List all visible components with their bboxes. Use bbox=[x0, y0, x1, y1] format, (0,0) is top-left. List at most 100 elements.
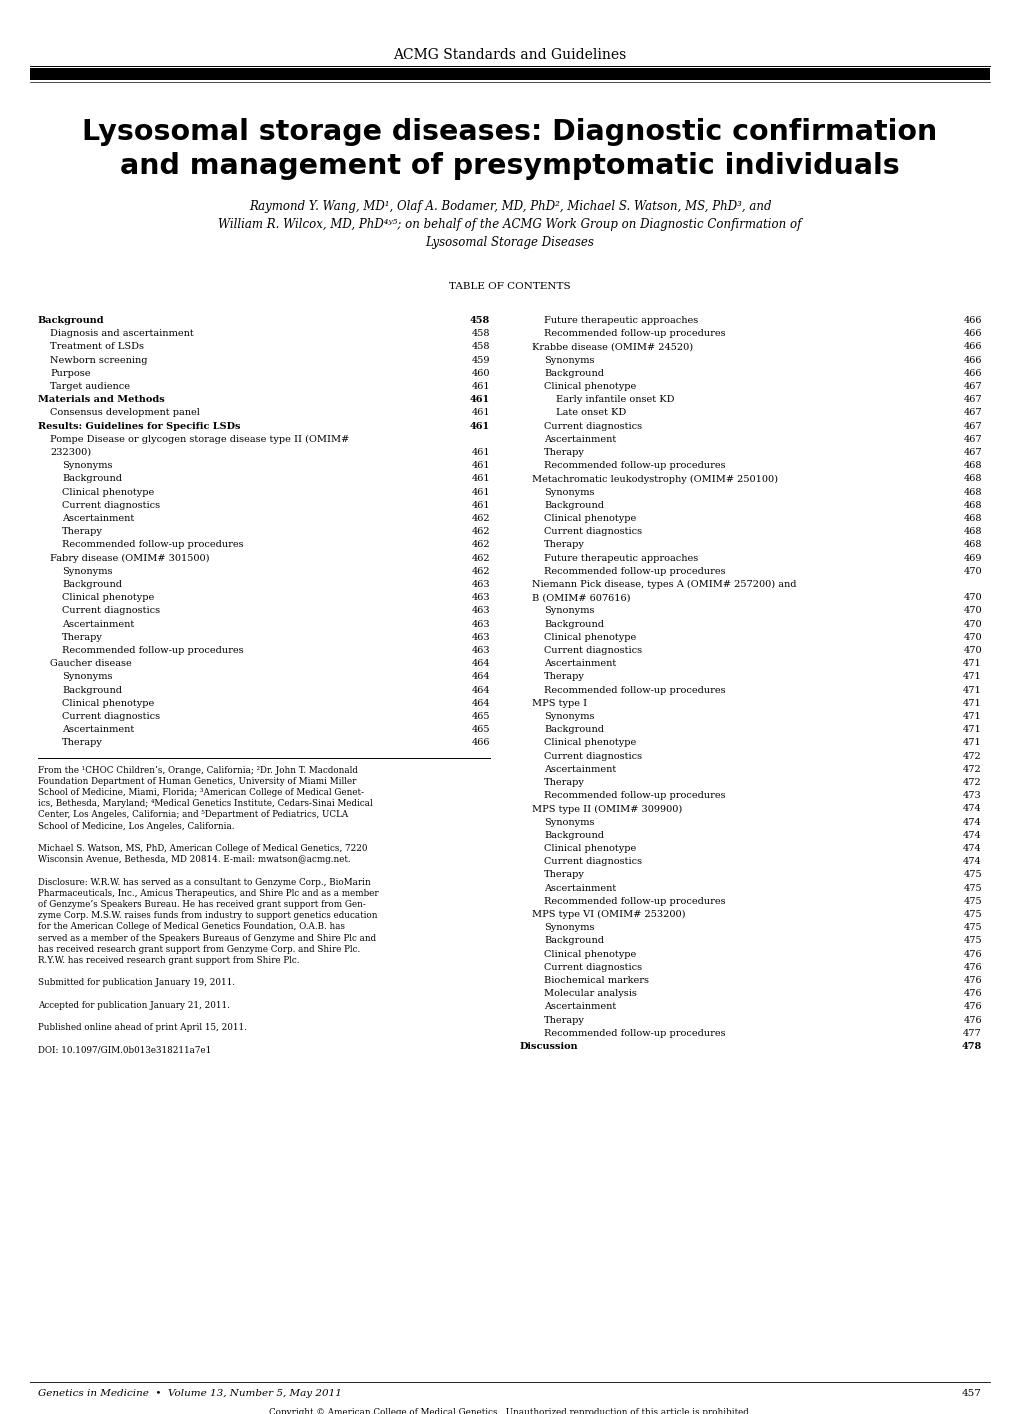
Text: 470: 470 bbox=[962, 633, 981, 642]
Text: 463: 463 bbox=[471, 633, 489, 642]
Text: Background: Background bbox=[543, 369, 603, 378]
Text: Center, Los Angeles, California; and ⁵Department of Pediatrics, UCLA: Center, Los Angeles, California; and ⁵De… bbox=[38, 810, 347, 819]
Text: 461: 461 bbox=[471, 488, 489, 496]
Text: 475: 475 bbox=[962, 923, 981, 932]
Text: 473: 473 bbox=[962, 792, 981, 800]
Text: Pharmaceuticals, Inc., Amicus Therapeutics, and Shire Plc and as a member: Pharmaceuticals, Inc., Amicus Therapeuti… bbox=[38, 889, 378, 898]
Text: Current diagnostics: Current diagnostics bbox=[62, 713, 163, 721]
Text: 472: 472 bbox=[962, 778, 981, 788]
Text: 472: 472 bbox=[962, 752, 981, 761]
Text: 462: 462 bbox=[471, 567, 489, 575]
Text: Lysosomal Storage Diseases: Lysosomal Storage Diseases bbox=[425, 236, 594, 249]
Text: 468: 468 bbox=[963, 540, 981, 550]
Text: 467: 467 bbox=[962, 434, 981, 444]
Text: 462: 462 bbox=[471, 540, 489, 550]
Text: 463: 463 bbox=[471, 580, 489, 590]
Text: 471: 471 bbox=[962, 713, 981, 721]
Bar bbox=[30, 68, 989, 81]
Text: Clinical phenotype: Clinical phenotype bbox=[543, 633, 636, 642]
Text: of Genzyme’s Speakers Bureau. He has received grant support from Gen-: of Genzyme’s Speakers Bureau. He has rec… bbox=[38, 899, 366, 909]
Text: Purpose: Purpose bbox=[50, 369, 91, 378]
Text: 467: 467 bbox=[962, 448, 981, 457]
Text: 471: 471 bbox=[962, 738, 981, 748]
Text: Clinical phenotype: Clinical phenotype bbox=[543, 950, 636, 959]
Text: Molecular analysis: Molecular analysis bbox=[543, 990, 639, 998]
Text: Recommended follow-up procedures: Recommended follow-up procedures bbox=[62, 646, 244, 655]
Text: MPS type VI (OMIM# 253200): MPS type VI (OMIM# 253200) bbox=[532, 911, 688, 919]
Text: Background: Background bbox=[62, 475, 122, 484]
Text: Therapy: Therapy bbox=[543, 448, 584, 457]
Text: 461: 461 bbox=[470, 395, 489, 404]
Text: Ascertainment: Ascertainment bbox=[543, 434, 615, 444]
Text: 467: 467 bbox=[962, 409, 981, 417]
Text: William R. Wilcox, MD, PhD⁴ʸ⁵; on behalf of the ACMG Work Group on Diagnostic Co: William R. Wilcox, MD, PhD⁴ʸ⁵; on behalf… bbox=[218, 218, 801, 230]
Text: Genetics in Medicine  •  Volume 13, Number 5, May 2011: Genetics in Medicine • Volume 13, Number… bbox=[38, 1389, 341, 1398]
Text: 471: 471 bbox=[962, 686, 981, 694]
Text: 470: 470 bbox=[962, 646, 981, 655]
Text: Wisconsin Avenue, Bethesda, MD 20814. E-mail: mwatson@acmg.net.: Wisconsin Avenue, Bethesda, MD 20814. E-… bbox=[38, 855, 351, 864]
Text: 232300): 232300) bbox=[50, 448, 91, 457]
Text: for the American College of Medical Genetics Foundation, O.A.B. has: for the American College of Medical Gene… bbox=[38, 922, 344, 932]
Text: Newborn screening: Newborn screening bbox=[50, 355, 148, 365]
Text: 461: 461 bbox=[471, 448, 489, 457]
Text: ACMG Standards and Guidelines: ACMG Standards and Guidelines bbox=[393, 48, 626, 62]
Text: Recommended follow-up procedures: Recommended follow-up procedures bbox=[543, 686, 728, 694]
Text: 471: 471 bbox=[962, 659, 981, 669]
Text: 475: 475 bbox=[962, 911, 981, 919]
Text: 478: 478 bbox=[961, 1042, 981, 1051]
Text: From the ¹CHOC Children’s, Orange, California; ²Dr. John T. Macdonald: From the ¹CHOC Children’s, Orange, Calif… bbox=[38, 765, 358, 775]
Text: 468: 468 bbox=[963, 461, 981, 471]
Text: MPS type I: MPS type I bbox=[532, 699, 590, 708]
Text: Discussion: Discussion bbox=[520, 1042, 578, 1051]
Text: Synonyms: Synonyms bbox=[543, 607, 594, 615]
Text: Early infantile onset KD: Early infantile onset KD bbox=[555, 395, 674, 404]
Text: 476: 476 bbox=[962, 990, 981, 998]
Text: 468: 468 bbox=[963, 475, 981, 484]
Text: 476: 476 bbox=[962, 976, 981, 986]
Text: Clinical phenotype: Clinical phenotype bbox=[543, 844, 636, 853]
Text: Current diagnostics: Current diagnostics bbox=[543, 646, 645, 655]
Text: Current diagnostics: Current diagnostics bbox=[543, 752, 645, 761]
Text: 462: 462 bbox=[471, 527, 489, 536]
Text: Recommended follow-up procedures: Recommended follow-up procedures bbox=[62, 540, 244, 550]
Text: 467: 467 bbox=[962, 421, 981, 431]
Text: 468: 468 bbox=[963, 488, 981, 496]
Text: B (OMIM# 607616): B (OMIM# 607616) bbox=[532, 594, 633, 602]
Text: Background: Background bbox=[543, 501, 603, 510]
Text: Synonyms: Synonyms bbox=[543, 488, 594, 496]
Text: 470: 470 bbox=[962, 619, 981, 629]
Text: Pompe Disease or glycogen storage disease type II (OMIM#: Pompe Disease or glycogen storage diseas… bbox=[50, 434, 348, 444]
Text: Therapy: Therapy bbox=[543, 673, 584, 682]
Text: School of Medicine, Los Angeles, California.: School of Medicine, Los Angeles, Califor… bbox=[38, 822, 234, 830]
Text: Clinical phenotype: Clinical phenotype bbox=[543, 738, 636, 748]
Text: 466: 466 bbox=[471, 738, 489, 748]
Text: 464: 464 bbox=[471, 686, 489, 694]
Text: Background: Background bbox=[543, 725, 603, 734]
Text: Synonyms: Synonyms bbox=[543, 713, 594, 721]
Text: Ascertainment: Ascertainment bbox=[543, 765, 615, 773]
Text: Accepted for publication January 21, 2011.: Accepted for publication January 21, 201… bbox=[38, 1001, 229, 1010]
Text: 466: 466 bbox=[963, 369, 981, 378]
Text: 471: 471 bbox=[962, 725, 981, 734]
Text: Synonyms: Synonyms bbox=[543, 355, 594, 365]
Text: Recommended follow-up procedures: Recommended follow-up procedures bbox=[543, 329, 728, 338]
Text: Synonyms: Synonyms bbox=[543, 817, 594, 827]
Text: Diagnosis and ascertainment: Diagnosis and ascertainment bbox=[50, 329, 194, 338]
Text: Lysosomal storage diseases: Diagnostic confirmation: Lysosomal storage diseases: Diagnostic c… bbox=[83, 117, 936, 146]
Text: 458: 458 bbox=[470, 315, 489, 325]
Text: Materials and Methods: Materials and Methods bbox=[38, 395, 165, 404]
Text: 461: 461 bbox=[471, 501, 489, 510]
Text: Ascertainment: Ascertainment bbox=[543, 659, 615, 669]
Text: Background: Background bbox=[62, 686, 122, 694]
Text: 468: 468 bbox=[963, 527, 981, 536]
Text: Future therapeutic approaches: Future therapeutic approaches bbox=[543, 315, 698, 325]
Text: Recommended follow-up procedures: Recommended follow-up procedures bbox=[543, 461, 728, 471]
Text: School of Medicine, Miami, Florida; ³American College of Medical Genet-: School of Medicine, Miami, Florida; ³Ame… bbox=[38, 788, 364, 797]
Text: DOI: 10.1097/GIM.0b013e318211a7e1: DOI: 10.1097/GIM.0b013e318211a7e1 bbox=[38, 1045, 211, 1055]
Text: 476: 476 bbox=[962, 1003, 981, 1011]
Text: 458: 458 bbox=[471, 329, 489, 338]
Text: Krabbe disease (OMIM# 24520): Krabbe disease (OMIM# 24520) bbox=[532, 342, 693, 352]
Text: 461: 461 bbox=[470, 421, 489, 431]
Text: MPS type II (OMIM# 309900): MPS type II (OMIM# 309900) bbox=[532, 805, 685, 813]
Text: 468: 468 bbox=[963, 515, 981, 523]
